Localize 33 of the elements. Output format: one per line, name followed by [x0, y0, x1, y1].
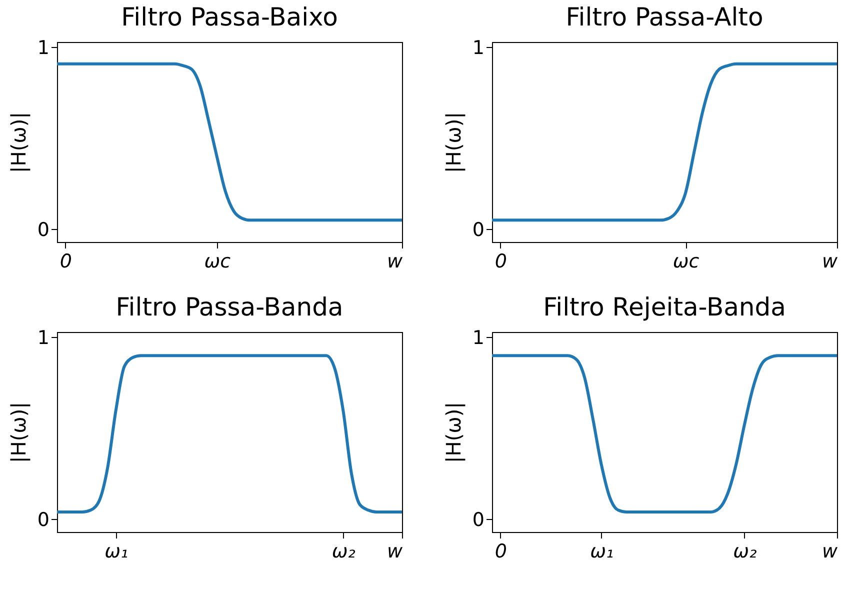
y-axis-title: |H(ω)|	[6, 112, 30, 173]
x-tick-label: 0	[494, 250, 507, 272]
x-tick-label: 0	[494, 540, 507, 562]
x-tick-label: ωc	[204, 250, 232, 272]
y-tick-label: 0	[472, 218, 484, 241]
y-tick-label: 0	[37, 218, 50, 241]
x-tick-label: ω₁	[104, 540, 128, 562]
x-tick-label: ω₂	[733, 540, 758, 562]
chart-title: Filtro Rejeita-Banda	[543, 292, 786, 322]
x-tick-label: w	[822, 540, 838, 562]
chart-title: Filtro Passa-Baixo	[121, 2, 338, 32]
y-axis-title: |H(ω)|	[441, 112, 466, 173]
y-tick-label: 1	[37, 36, 50, 59]
x-tick-label: ω₁	[590, 540, 614, 562]
chart-title: Filtro Passa-Alto	[566, 2, 764, 32]
y-tick-label: 1	[472, 326, 484, 349]
x-tick-label: w	[822, 250, 838, 272]
x-tick-label: 0	[60, 250, 72, 272]
y-tick-label: 0	[37, 508, 50, 531]
x-tick-label: ω₂	[332, 540, 356, 562]
y-axis-title: |H(ω)|	[6, 402, 30, 463]
x-tick-label: w	[386, 540, 403, 562]
x-tick-label: w	[386, 250, 403, 272]
y-tick-label: 0	[472, 508, 484, 531]
line-series	[57, 354, 402, 514]
y-tick-label: 1	[37, 326, 50, 349]
x-tick-label: ωc	[672, 250, 700, 272]
y-tick-label: 1	[472, 36, 484, 59]
line-series	[57, 62, 402, 222]
y-axis-title: |H(ω)|	[441, 402, 466, 463]
line-series	[492, 354, 837, 514]
chart-title: Filtro Passa-Banda	[116, 292, 344, 322]
line-series	[492, 62, 837, 222]
